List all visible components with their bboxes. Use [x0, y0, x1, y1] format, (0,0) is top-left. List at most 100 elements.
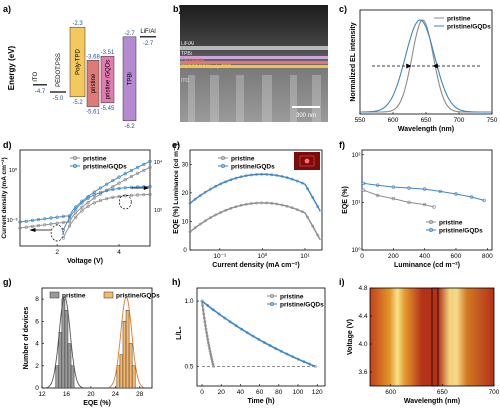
c-xtick-label-3: 700	[454, 117, 465, 124]
d-lum-gqds	[62, 186, 151, 231]
d-legend-marker-1	[73, 163, 78, 168]
g-bar-1-2	[122, 321, 127, 389]
d-current-gqds-pt	[98, 186, 103, 190]
panel-d: d) 2 4 10⁻³ 10⁰ 10² 10⁴ Voltage (V) Current den…	[1, 140, 163, 265]
panel-label-f: f)	[339, 140, 345, 150]
d-current-gqds-pt	[136, 165, 140, 169]
d-lum-gqds-pt	[67, 216, 72, 220]
d-current-pristine-pt	[49, 222, 53, 226]
f-legend-marker-1	[428, 227, 433, 232]
h-series-0-pt	[212, 364, 215, 368]
sem-band-tpbi	[180, 56, 328, 59]
e-eqe-pristine-pt	[198, 222, 202, 226]
d-ellipse-right	[118, 194, 132, 210]
e-eqe-gqds-pt	[300, 181, 304, 185]
d-arrow-right-head	[143, 186, 150, 190]
g-xlabel: EQE (%)	[83, 400, 111, 407]
g-ytick-label-4: 8	[35, 296, 39, 303]
g-bar-1-4	[128, 343, 133, 389]
plot-h-frame	[196, 287, 326, 387]
e-eqe-gqds-pt	[285, 176, 289, 180]
h-ylabel: L/L₀	[176, 326, 183, 340]
d-current-pristine-pt	[67, 220, 72, 224]
e-eqe-pristine-pt	[311, 224, 315, 228]
h-series-0-pt	[206, 337, 210, 341]
c-ylabel: Normalized EL intensity	[350, 22, 357, 101]
f-legend-label-1: pristine/GQDs	[439, 228, 483, 235]
panel-b: b) LiF/Al TPBi Perovskite PEDOT:PSS/poly…	[173, 4, 328, 122]
e-eqe-pristine-pt	[254, 201, 258, 205]
h-series-0-pt	[206, 341, 210, 344]
h-xtick-label-2: 40	[237, 389, 245, 396]
g-bar-0-5	[70, 365, 75, 389]
d-current-pristine-pt	[43, 223, 47, 227]
h-series-1-pt	[245, 331, 249, 335]
f-xlabel: Luminance (cd m⁻²)	[394, 262, 460, 269]
e-eqe-gqds-pt	[193, 197, 197, 201]
e-eqe-gqds-pt	[249, 173, 253, 177]
f-xtick-label-2: 400	[419, 253, 430, 260]
g-ytick-label-0: 0	[35, 385, 39, 392]
i-ytick-label-1: 4.0	[358, 341, 367, 348]
h-series-1-pt	[200, 299, 204, 303]
e-eqe-pristine-pt	[244, 202, 248, 206]
f-series-0-pt-0	[361, 188, 366, 192]
d-current-gqds-pt	[36, 218, 41, 222]
g-bar-0-3	[64, 309, 69, 389]
pedot-value: -5.0	[53, 96, 64, 102]
e-xlabel: Current density (mA cm⁻²)	[212, 262, 299, 269]
e-eqe-gqds-pt	[188, 201, 192, 205]
d-ylabel-left: Current density (mA cm⁻²)	[1, 157, 8, 238]
d-lum-gqds-pt	[105, 189, 109, 193]
d-lum-pristine-pt	[123, 194, 127, 198]
h-series-1-pt	[313, 364, 317, 368]
pristine-name: pristine	[91, 73, 97, 93]
e-eqe-gqds-pt	[295, 179, 299, 183]
d-current-pristine-pt	[92, 196, 96, 200]
e-eqe-pristine-pt	[280, 203, 284, 207]
d-current-gqds-pt	[117, 175, 121, 179]
e-eqe-gqds-pt	[239, 175, 243, 179]
d-current-gqds-pt	[74, 205, 78, 209]
d-current-gqds-pt	[142, 162, 146, 166]
e-eqe-pristine	[189, 202, 321, 241]
g-xtick-label-3: 24	[112, 391, 120, 398]
h-series-1-pt	[217, 312, 221, 316]
d-current-pristine-pt	[142, 168, 146, 172]
poly-tpd-name: Poly-TPD	[76, 48, 82, 74]
h-series-0-pt	[207, 344, 211, 347]
e-eqe-pristine-pt	[188, 230, 192, 234]
e-eqe-pristine-pt	[203, 219, 207, 223]
d-current-pristine-pt	[55, 221, 59, 225]
c-xtick-label-2: 650	[421, 117, 432, 124]
d-lum-gqds-pt	[129, 185, 134, 189]
lifetime-chart: 0 20 40 60 80 100 120 0.5 1.0 Time (h) L/L₀ pristin…	[176, 287, 326, 405]
panel-label-h: h)	[172, 277, 181, 287]
f-series-1-pt-1	[375, 183, 380, 187]
d-lum-pristine-pt	[80, 209, 84, 213]
e-eqe-gqds-pt	[244, 174, 248, 178]
g-legend-swatch-0	[49, 291, 60, 299]
d-ytick-right-1: 10⁴	[154, 159, 163, 166]
pristine-top-value: -3.68	[86, 54, 100, 60]
h-series-0-pt	[201, 304, 205, 307]
d-current-pristine-pt	[148, 165, 152, 169]
e-eqe-gqds-pt	[203, 190, 207, 194]
e-eqe-gqds-pt	[275, 173, 279, 177]
f-series-1-pt-4	[422, 187, 427, 191]
panel-label-g: g)	[3, 277, 12, 287]
h-series-0-pt	[205, 331, 209, 335]
pristine-bottom-value: -5.61	[86, 110, 100, 116]
h-legend-marker-0	[269, 293, 274, 298]
g-ytick-label-2: 4	[35, 341, 39, 348]
d-current-gqds-pt	[24, 219, 28, 223]
e-xtick-label-2: 10¹	[300, 253, 310, 260]
f-legend-marker-0	[428, 219, 433, 224]
d-current-pristine-pt	[18, 226, 22, 230]
e-eqe-pristine-pt	[239, 203, 243, 207]
g-bar-1-3	[125, 309, 130, 389]
ito-value: -4.7	[35, 89, 46, 95]
c-arrow-right	[432, 63, 438, 69]
e-eqe-pristine-pt	[234, 205, 238, 209]
